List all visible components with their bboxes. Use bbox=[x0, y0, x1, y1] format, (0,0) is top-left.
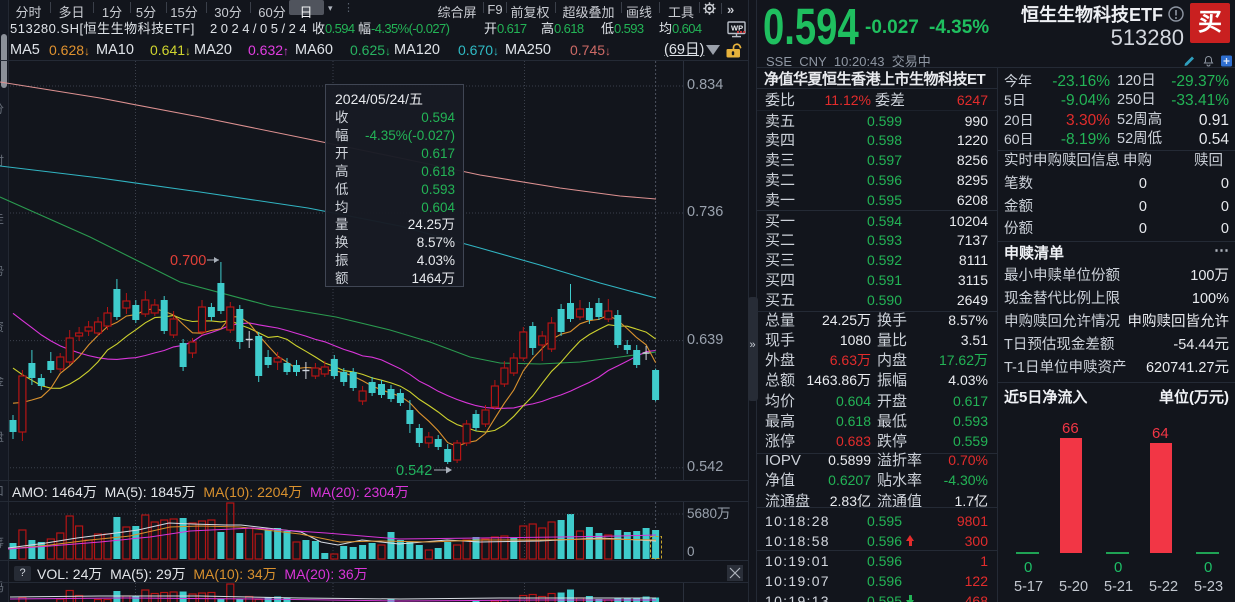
svg-text:0.639: 0.639 bbox=[687, 332, 723, 348]
svg-text:0.542: 0.542 bbox=[396, 463, 432, 479]
svg-text:0.834: 0.834 bbox=[687, 77, 723, 93]
svg-text:0.700: 0.700 bbox=[170, 253, 206, 269]
svg-text:WP: WP bbox=[731, 24, 743, 33]
svg-text:5680万: 5680万 bbox=[687, 506, 731, 521]
svg-text:0: 0 bbox=[687, 544, 695, 559]
svg-text:0.736: 0.736 bbox=[687, 204, 723, 220]
svg-text:0.542: 0.542 bbox=[687, 459, 723, 475]
